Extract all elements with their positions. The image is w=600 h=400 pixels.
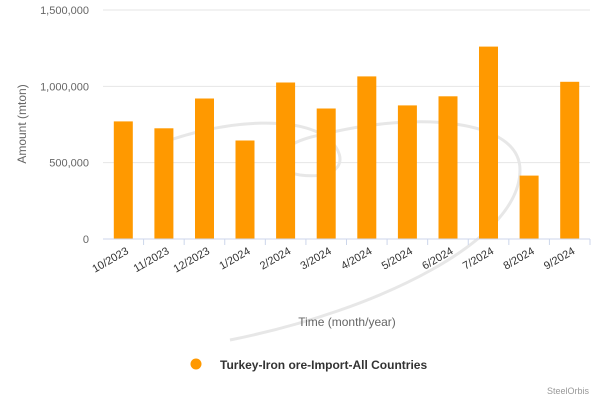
x-tick-label: 4/2024 [339,245,374,272]
bar-group [113,46,580,240]
x-tick-label: 11/2023 [132,245,172,275]
bar[interactable] [479,46,498,239]
bar[interactable] [154,128,174,239]
y-axis-title: Amount (mton) [15,84,29,163]
bar[interactable] [276,82,296,240]
bar[interactable] [316,108,336,240]
y-tick-label: 500,000 [49,158,89,170]
bar[interactable] [438,96,458,239]
bar[interactable] [397,105,417,240]
x-tick-label: 3/2024 [299,245,334,272]
credit-label[interactable]: SteelOrbis [547,386,590,396]
x-tick-label: 1/2024 [217,245,252,272]
bar[interactable] [235,140,255,240]
x-tick-label: 5/2024 [380,245,415,272]
x-tick-labels: 10/2023 11/2023 12/2023 1/2024 2/2024 3/2024 4… [90,239,591,275]
y-tick-label: 0 [83,234,89,246]
bar[interactable] [519,175,539,239]
watermark-swoosh [169,120,522,342]
legend-marker [190,358,202,370]
bar[interactable] [357,76,377,240]
x-tick-label: 8/2024 [501,245,536,272]
grid-lines [103,9,590,164]
y-tick-label: 1,500,000 [40,5,89,17]
x-tick-label: 9/2024 [542,245,577,272]
bar[interactable] [113,121,133,239]
x-axis-title: Time (month/year) [298,315,396,329]
bar[interactable] [560,81,580,239]
legend[interactable]: Turkey-Iron ore-Import-All Countries [190,358,428,372]
legend-label: Turkey-Iron ore-Import-All Countries [220,358,427,372]
x-tick-label: 10/2023 [90,245,130,275]
x-tick-label: 2/2024 [258,245,293,272]
y-tick-label: 1,000,000 [40,81,89,93]
y-tick-labels: 0 500,000 1,000,000 1,500,000 [40,5,89,246]
x-tick-label: 12/2023 [172,245,212,275]
bar[interactable] [195,98,214,240]
